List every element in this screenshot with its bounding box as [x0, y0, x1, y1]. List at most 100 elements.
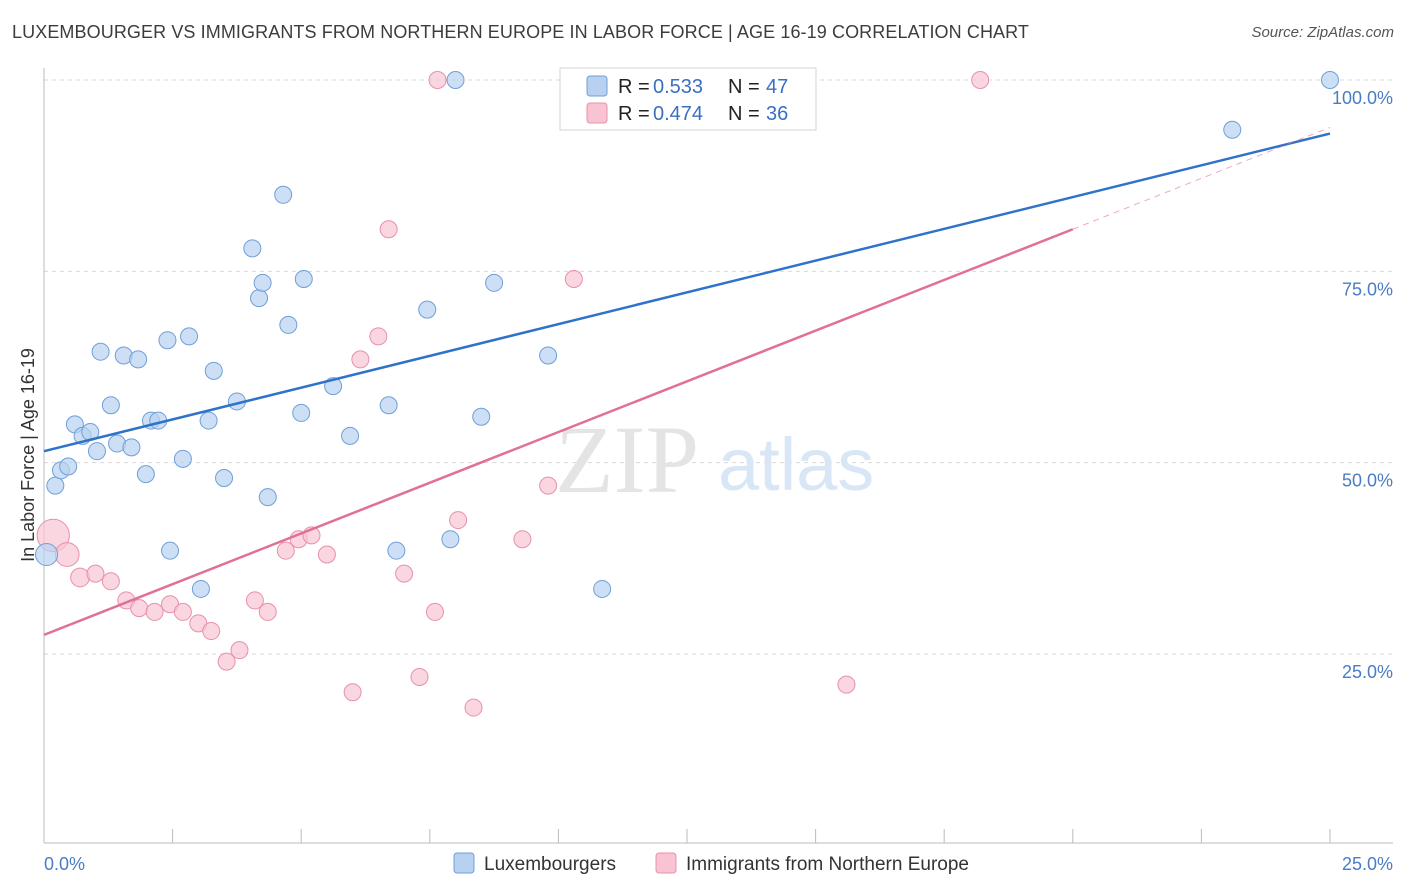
point-luxembourgers-14 — [136, 465, 155, 484]
point-luxembourgers-38 — [418, 300, 437, 319]
point-luxembourgers-31 — [279, 315, 298, 334]
series-immigrants-points — [36, 71, 990, 717]
point-luxembourgers-39 — [441, 530, 460, 549]
bottom-legend-label-immigrants: Immigrants from Northern Europe — [686, 854, 969, 875]
point-luxembourgers-45 — [1223, 120, 1242, 139]
trend-line-luxembourgers — [43, 132, 1331, 453]
point-immigrants-16 — [276, 541, 295, 560]
y-tick-label-100: 100.0% — [1332, 88, 1393, 108]
chart-title: LUXEMBOURGER VS IMMIGRANTS FROM NORTHERN… — [12, 22, 1030, 42]
point-luxembourgers-36 — [379, 396, 398, 415]
point-luxembourgers-43 — [539, 346, 558, 365]
x-tick-labels: 0.0% 25.0% — [44, 854, 1393, 874]
point-immigrants-19 — [317, 545, 336, 564]
point-immigrants-29 — [464, 698, 483, 717]
x-ticks — [43, 829, 1331, 843]
trend-line-immigrants — [43, 228, 1074, 637]
point-immigrants-2 — [70, 567, 90, 588]
point-immigrants-4 — [101, 572, 120, 591]
legend-r-label-1: R = — [618, 76, 650, 98]
watermark-zip: ZIP — [555, 406, 699, 513]
watermark-atlas: atlas — [718, 423, 874, 506]
legend-n-label-2: N = — [728, 103, 760, 125]
point-luxembourgers-30 — [274, 185, 293, 204]
point-luxembourgers-27 — [250, 289, 269, 308]
point-immigrants-20 — [343, 683, 362, 702]
point-immigrants-13 — [230, 641, 249, 660]
point-luxembourgers-8 — [91, 342, 110, 361]
watermark: ZIP atlas — [555, 406, 874, 513]
point-immigrants-7 — [145, 602, 164, 621]
point-luxembourgers-18 — [161, 541, 180, 560]
y-axis-label: In Labor Force | Age 16-19 — [18, 348, 38, 562]
legend: R = 0.533 N = 47 R = 0.474 N = 36 — [559, 67, 817, 131]
point-luxembourgers-21 — [191, 579, 210, 598]
point-luxembourgers-19 — [173, 449, 192, 468]
point-luxembourgers-7 — [87, 442, 106, 461]
grid-lines — [44, 79, 1393, 655]
point-immigrants-3 — [86, 564, 105, 583]
point-luxembourgers-41 — [472, 407, 491, 426]
bottom-legend: Luxembourgers Immigrants from Northern E… — [453, 852, 969, 875]
point-immigrants-12 — [217, 652, 236, 671]
point-luxembourgers-24 — [215, 468, 234, 487]
point-immigrants-9 — [173, 602, 192, 621]
trend-lines — [43, 126, 1331, 637]
series-luxembourgers-points — [35, 71, 1339, 598]
x-tick-label-max: 25.0% — [1342, 854, 1393, 874]
point-immigrants-25 — [410, 667, 429, 686]
point-luxembourgers-33 — [294, 269, 313, 288]
legend-r-value-1: 0.533 — [653, 76, 703, 98]
legend-r-label-2: R = — [618, 103, 650, 125]
point-immigrants-24 — [395, 564, 414, 583]
x-tick-label-min: 0.0% — [44, 854, 85, 874]
legend-n-value-1: 47 — [766, 76, 788, 98]
point-luxembourgers-42 — [485, 273, 504, 292]
y-tick-label-50: 50.0% — [1342, 471, 1393, 491]
bottom-legend-label-luxembourgers: Luxembourgers — [484, 854, 616, 875]
point-immigrants-1 — [54, 542, 80, 567]
point-luxembourgers-22 — [199, 411, 218, 430]
point-luxembourgers-32 — [292, 403, 311, 422]
point-immigrants-31 — [539, 476, 558, 495]
bottom-legend-swatch-immigrants — [655, 852, 677, 874]
point-luxembourgers-26 — [243, 239, 262, 258]
point-immigrants-15 — [258, 602, 277, 621]
point-immigrants-21 — [351, 350, 370, 369]
point-immigrants-35 — [971, 71, 990, 89]
point-immigrants-14 — [245, 591, 264, 610]
y-tick-label-25: 25.0% — [1342, 662, 1393, 682]
point-luxembourgers-46 — [1321, 71, 1339, 89]
point-luxembourgers-28 — [253, 273, 272, 292]
legend-r-value-2: 0.474 — [653, 103, 703, 125]
point-luxembourgers-44 — [593, 579, 612, 598]
point-luxembourgers-0 — [35, 542, 59, 567]
trend-line-immigrants-extension — [1072, 126, 1331, 230]
point-immigrants-30 — [513, 530, 532, 549]
point-immigrants-28 — [449, 511, 468, 530]
legend-n-label-1: N = — [728, 76, 760, 98]
point-immigrants-34 — [837, 675, 856, 694]
y-tick-label-75: 75.0% — [1342, 279, 1393, 299]
legend-swatch-luxembourgers — [586, 75, 608, 97]
point-luxembourgers-35 — [341, 426, 360, 445]
legend-swatch-immigrants — [586, 102, 608, 124]
point-immigrants-22 — [369, 327, 388, 346]
legend-n-value-2: 36 — [766, 103, 788, 125]
point-luxembourgers-17 — [158, 331, 177, 350]
point-luxembourgers-37 — [387, 541, 406, 560]
point-immigrants-23 — [379, 220, 398, 239]
point-luxembourgers-9 — [101, 396, 120, 415]
point-luxembourgers-13 — [129, 350, 148, 369]
y-tick-labels: 25.0% 50.0% 75.0% 100.0% — [1332, 88, 1393, 682]
point-immigrants-27 — [428, 71, 447, 89]
axes — [43, 68, 1393, 844]
point-immigrants-32 — [564, 269, 583, 288]
point-luxembourgers-40 — [446, 71, 465, 89]
point-immigrants-6 — [130, 599, 149, 618]
point-luxembourgers-1 — [46, 476, 65, 495]
point-luxembourgers-29 — [258, 488, 277, 507]
source-label: Source: ZipAtlas.com — [1251, 24, 1394, 41]
point-luxembourgers-12 — [122, 438, 141, 457]
